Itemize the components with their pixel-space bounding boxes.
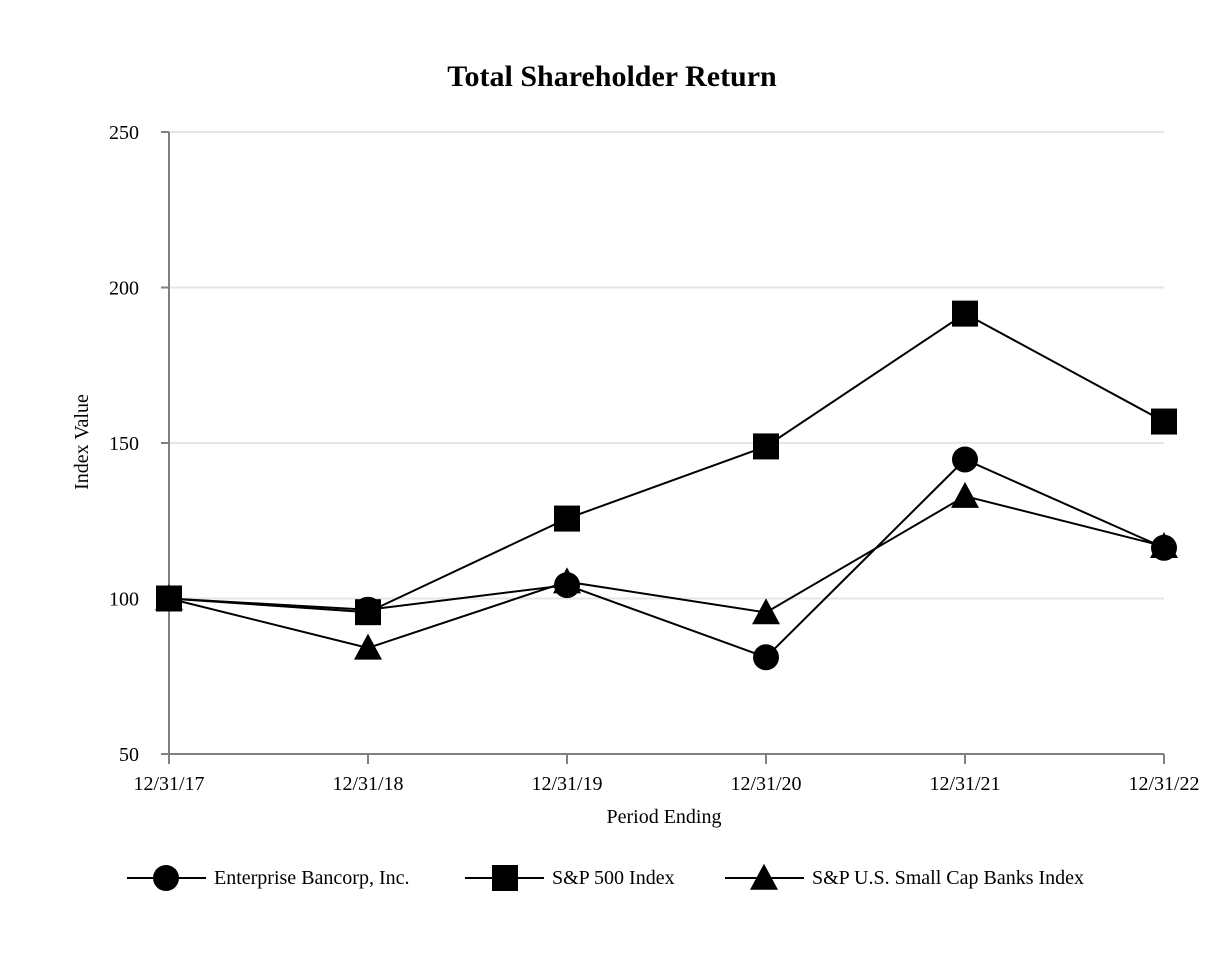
data-point bbox=[156, 585, 182, 612]
x-axis-ticks: 12/31/17 12/31/18 12/31/19 12/31/20 12/31/21… bbox=[133, 754, 1200, 795]
x-tick-label: 12/31/19 bbox=[531, 773, 602, 795]
y-tick-label: 150 bbox=[109, 433, 139, 455]
legend-label: Enterprise Bancorp, Inc. bbox=[214, 867, 409, 889]
x-tick-label: 12/31/21 bbox=[929, 773, 1000, 795]
data-point bbox=[1151, 534, 1177, 561]
legend-label: S&P 500 Index bbox=[552, 867, 675, 889]
series-line bbox=[168, 495, 1165, 649]
legend-item: Enterprise Bancorp, Inc. bbox=[127, 865, 409, 891]
data-point bbox=[354, 633, 382, 660]
legend-marker-square bbox=[492, 865, 518, 891]
y-axis-ticks: 50 100 150 200 250 bbox=[109, 122, 169, 766]
x-tick-label: 12/31/18 bbox=[332, 773, 403, 795]
x-tick-label: 12/31/17 bbox=[133, 773, 204, 795]
series-line bbox=[168, 458, 1165, 659]
grid-lines bbox=[169, 131, 1164, 600]
data-point bbox=[554, 572, 580, 599]
y-tick-label: 100 bbox=[109, 589, 139, 611]
data-point bbox=[952, 446, 978, 473]
legend-item: S&P 500 Index bbox=[465, 865, 675, 891]
x-tick-label: 12/31/20 bbox=[730, 773, 801, 795]
data-point bbox=[1151, 408, 1177, 435]
data-point bbox=[952, 300, 978, 327]
x-axis-label: Period Ending bbox=[607, 806, 722, 828]
series-square bbox=[168, 312, 1165, 614]
chart-title: Total Shareholder Return bbox=[447, 60, 777, 93]
y-tick-label: 250 bbox=[109, 122, 139, 144]
series-circle bbox=[168, 458, 1165, 659]
series-markers-circle bbox=[156, 446, 1177, 671]
data-point bbox=[355, 599, 381, 626]
series-group bbox=[155, 300, 1178, 671]
series-markers-square bbox=[156, 300, 1177, 626]
legend: Enterprise Bancorp, Inc. S&P 500 Index S&P… bbox=[127, 863, 1084, 891]
legend-label: S&P U.S. Small Cap Banks Index bbox=[812, 867, 1084, 889]
data-point bbox=[554, 505, 580, 532]
data-point bbox=[951, 481, 979, 508]
series-triangle bbox=[168, 495, 1165, 649]
legend-marker-triangle bbox=[750, 863, 778, 890]
data-point bbox=[753, 644, 779, 671]
y-tick-label: 200 bbox=[109, 278, 139, 300]
y-tick-label: 50 bbox=[119, 744, 139, 766]
legend-marker-circle bbox=[153, 865, 179, 891]
data-point bbox=[753, 433, 779, 460]
series-line bbox=[168, 312, 1165, 614]
legend-item: S&P U.S. Small Cap Banks Index bbox=[725, 863, 1084, 890]
data-point bbox=[752, 598, 780, 625]
x-tick-label: 12/31/22 bbox=[1128, 773, 1199, 795]
y-axis-label: Index Value bbox=[71, 394, 93, 490]
